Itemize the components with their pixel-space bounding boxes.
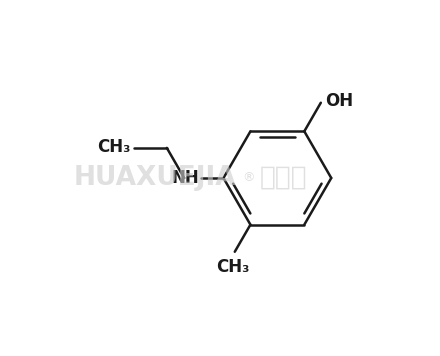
Text: ®: ® [242,172,255,184]
Text: NH: NH [172,169,199,187]
Text: CH₃: CH₃ [216,258,250,276]
Text: CH₃: CH₃ [98,138,131,156]
Text: 化学加: 化学加 [260,165,308,191]
Text: HUAXUEJIA: HUAXUEJIA [74,165,237,191]
Text: OH: OH [325,92,353,110]
